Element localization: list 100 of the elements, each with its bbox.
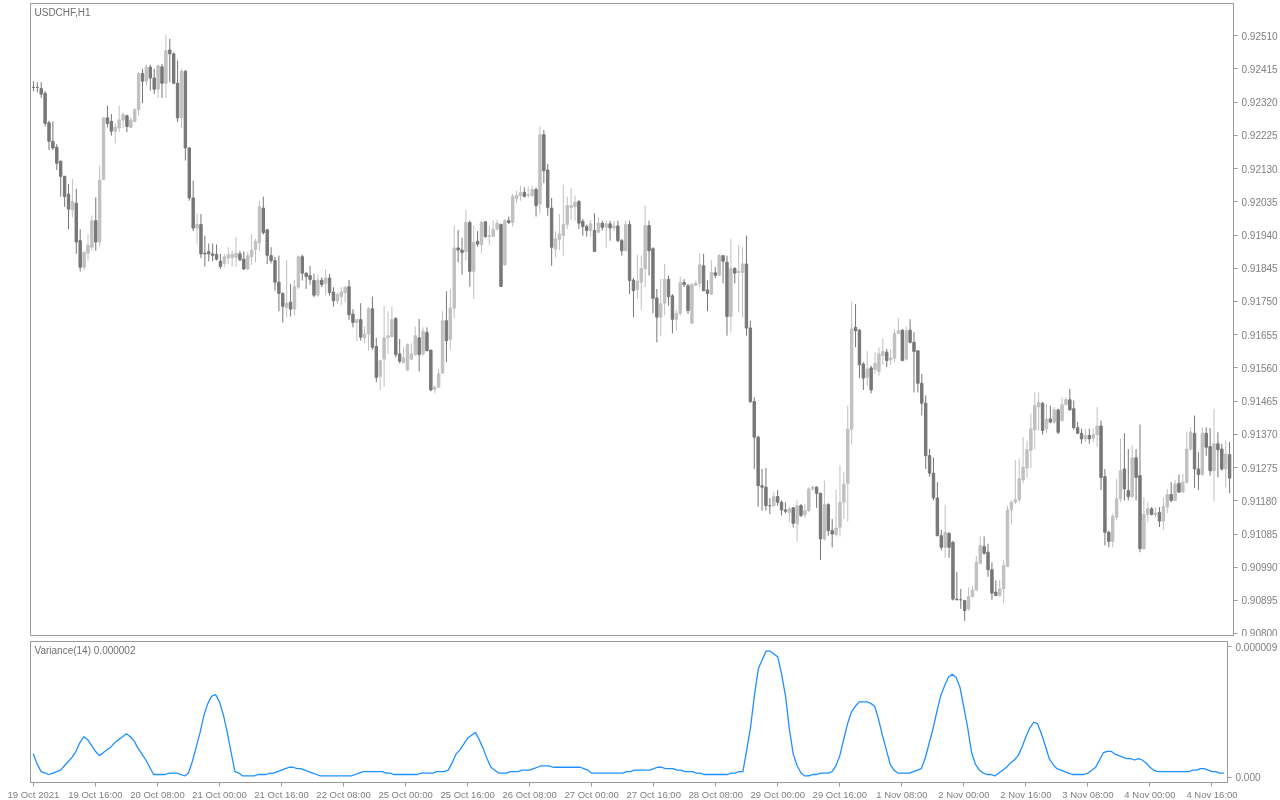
x-tick-label: 4 Nov 16:00 <box>1186 788 1238 800</box>
candlestick <box>144 64 149 87</box>
candlestick <box>160 63 164 99</box>
y-tick-label: 0.92225 <box>1241 130 1279 142</box>
candlestick <box>234 236 238 268</box>
candlestick <box>94 196 98 252</box>
candlestick <box>288 283 293 317</box>
y-tick-label: 0.91275 <box>1241 462 1279 474</box>
candlestick <box>242 250 246 271</box>
chart-title: USDCHF,H1 <box>34 6 92 18</box>
candlestick <box>300 254 304 281</box>
candlestick <box>885 348 889 368</box>
candlestick <box>569 187 573 221</box>
y-tick-label: 0.91655 <box>1241 329 1279 341</box>
candlestick <box>1216 431 1220 478</box>
candlestick <box>869 365 873 394</box>
candlestick <box>316 274 320 298</box>
candlestick <box>1095 406 1099 448</box>
candlestick <box>873 351 877 375</box>
candlestick <box>764 467 768 512</box>
candlestick <box>417 318 421 372</box>
candlestick <box>612 220 616 232</box>
candlestick <box>148 64 153 92</box>
x-tick-label: 21 Oct 00:00 <box>192 788 247 800</box>
y-tick-label: 0.91560 <box>1241 362 1279 374</box>
y-tick-label: 0.92035 <box>1241 196 1279 208</box>
candlestick <box>962 599 967 622</box>
y-tick-label: 0.90895 <box>1241 595 1279 607</box>
x-tick-label: 3 Nov 08:00 <box>1062 788 1114 800</box>
y-tick-label: 0.91180 <box>1241 495 1278 507</box>
y-tick-label: 0.90990 <box>1241 562 1279 574</box>
y-tick-label: 0.92510 <box>1241 30 1279 42</box>
candlestick <box>740 246 745 318</box>
candlestick <box>865 350 869 387</box>
x-tick-label: 21 Oct 16:00 <box>254 788 309 800</box>
candlestick <box>791 506 795 528</box>
candlestick <box>553 230 558 258</box>
x-tick-label: 19 Oct 16:00 <box>68 788 123 800</box>
candlestick <box>943 504 947 559</box>
candlestick <box>1161 496 1166 531</box>
candlestick <box>487 225 491 246</box>
y-tick-label: 0.91940 <box>1241 230 1279 242</box>
x-tick-label: 22 Oct 08:00 <box>316 788 371 800</box>
x-tick-label: 27 Oct 16:00 <box>626 788 681 800</box>
candlestick <box>195 212 199 245</box>
x-tick-label: 25 Oct 16:00 <box>440 788 495 800</box>
candlestick <box>1169 481 1173 503</box>
y-tick-label: 0.91465 <box>1241 396 1279 408</box>
y-tick-label: 0.91085 <box>1241 529 1279 541</box>
x-tick-label: 29 Oct 16:00 <box>812 788 868 800</box>
candlestick <box>1224 440 1228 488</box>
x-tick-label: 1 Nov 08:00 <box>876 788 928 800</box>
candlestick <box>717 253 721 277</box>
x-tick-label: 28 Oct 08:00 <box>688 788 743 800</box>
candlestick <box>152 68 156 95</box>
candlestick <box>413 326 417 357</box>
y-tick-label: 0.91750 <box>1241 296 1279 308</box>
y-tick-label: 0.000009 <box>1235 641 1278 653</box>
x-tick-label: 4 Nov 00:00 <box>1124 788 1176 800</box>
y-tick-label: 0.90800 <box>1241 627 1279 639</box>
candlestick <box>1060 396 1064 422</box>
candlestick <box>359 302 363 342</box>
candlestick <box>557 213 562 251</box>
candlestick <box>561 184 566 257</box>
y-tick-label: 0.92130 <box>1241 163 1279 175</box>
candlestick <box>284 259 289 318</box>
y-tick-label: 0.000 <box>1235 772 1261 784</box>
x-tick-label: 2 Nov 00:00 <box>938 788 990 800</box>
x-tick-label: 27 Oct 00:00 <box>564 788 619 800</box>
candlestick <box>382 305 386 388</box>
x-tick-label: 25 Oct 00:00 <box>378 788 433 800</box>
x-tick-label: 2 Nov 16:00 <box>1000 788 1052 800</box>
candlestick <box>1072 399 1076 431</box>
candlestick <box>343 286 347 303</box>
candlestick <box>604 220 608 249</box>
candlestick <box>156 64 160 99</box>
candlestick <box>795 499 799 542</box>
candlestick <box>534 186 538 217</box>
x-tick-label: 29 Oct 00:00 <box>750 788 805 800</box>
candlestick <box>1227 441 1232 494</box>
candlestick <box>421 326 425 357</box>
candlestick <box>635 254 640 300</box>
candlestick <box>140 68 145 104</box>
candlestick <box>1056 408 1060 435</box>
candlestick <box>1036 391 1041 432</box>
candlestick <box>249 233 254 266</box>
candlestick <box>105 105 110 128</box>
y-tick-label: 0.91845 <box>1241 263 1279 275</box>
candlestick <box>339 286 343 307</box>
candlestick <box>912 331 916 393</box>
y-tick-label: 0.91370 <box>1241 429 1279 441</box>
x-tick-label: 20 Oct 08:00 <box>130 788 185 800</box>
candlestick <box>168 38 172 83</box>
y-tick-label: 0.92320 <box>1241 97 1279 109</box>
candlestick <box>608 220 612 242</box>
x-tick-label: 26 Oct 08:00 <box>502 788 557 800</box>
candlestick <box>327 273 332 297</box>
chart-title: Variance(14) 0.000002 <box>34 644 136 656</box>
y-tick-label: 0.92415 <box>1241 63 1279 75</box>
x-tick-label: 19 Oct 2021 <box>7 788 60 800</box>
